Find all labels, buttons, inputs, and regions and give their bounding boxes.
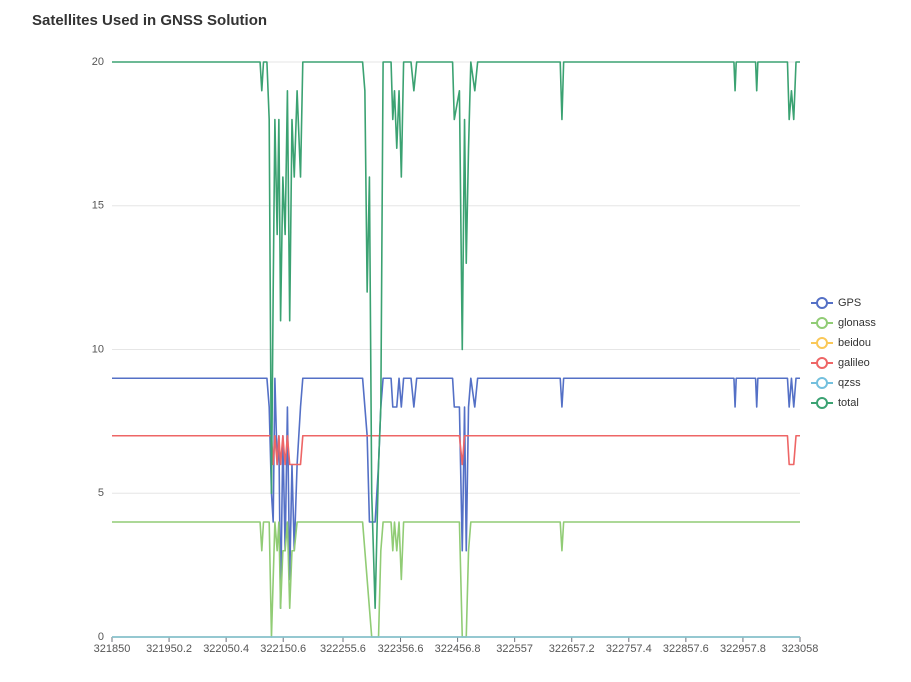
legend-label[interactable]: glonass xyxy=(838,317,876,329)
x-tick-label: 321950.2 xyxy=(146,643,192,655)
x-tick-label: 322957.8 xyxy=(720,643,766,655)
x-tick-label: 322255.6 xyxy=(320,643,366,655)
x-tick-label: 322557 xyxy=(496,643,533,655)
series-line xyxy=(112,61,800,610)
x-tick-label: 323058 xyxy=(782,643,819,655)
legend-icon[interactable] xyxy=(816,337,828,349)
legend-icon[interactable] xyxy=(816,397,828,409)
x-tick-label: 321850 xyxy=(94,643,131,655)
x-tick-label: 322757.4 xyxy=(606,643,652,655)
y-tick-label: 20 xyxy=(92,56,104,68)
legend-label[interactable]: GPS xyxy=(838,297,861,309)
legend-label[interactable]: beidou xyxy=(838,337,871,349)
series-line xyxy=(112,434,800,466)
y-tick-label: 10 xyxy=(92,343,104,355)
series-line xyxy=(112,521,800,638)
x-tick-label: 322456.8 xyxy=(435,643,481,655)
legend-icon[interactable] xyxy=(816,357,828,369)
legend-label[interactable]: qzss xyxy=(838,377,861,389)
legend-icon[interactable] xyxy=(816,317,828,329)
legend-icon[interactable] xyxy=(816,377,828,389)
x-tick-label: 322356.6 xyxy=(378,643,424,655)
x-tick-label: 322857.6 xyxy=(663,643,709,655)
chart-title: Satellites Used in GNSS Solution xyxy=(32,12,267,29)
legend-label[interactable]: galileo xyxy=(838,357,870,369)
x-tick-label: 322050.4 xyxy=(203,643,249,655)
legend-label[interactable]: total xyxy=(838,397,859,409)
y-tick-label: 0 xyxy=(98,631,104,643)
legend-icon[interactable] xyxy=(816,297,828,309)
x-tick-label: 322150.6 xyxy=(260,643,306,655)
y-tick-label: 15 xyxy=(92,200,104,212)
x-tick-label: 322657.2 xyxy=(549,643,595,655)
y-tick-label: 5 xyxy=(98,487,104,499)
